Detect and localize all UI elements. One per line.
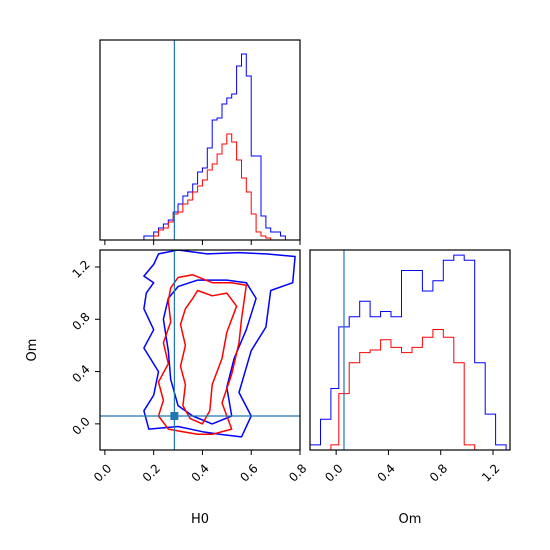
om-histogram-panel: 0.0 0.4 0.8 1.2 — [309, 249, 511, 485]
om-y-tick-label: 0.0 — [69, 414, 92, 437]
h0-x-tick-label: 0.2 — [140, 461, 163, 484]
h0-histogram-panel — [99, 39, 301, 245]
om-ylabel: Om — [25, 339, 40, 362]
h0-x-tick-label: 0.4 — [189, 461, 212, 484]
om-x-tick-label: 0.0 — [322, 461, 345, 484]
contour-group — [143, 250, 296, 438]
h0-xlabel: H0 — [191, 512, 209, 527]
om-y-tick-label: 0.4 — [69, 362, 92, 385]
om-x-tick-label: 0.8 — [427, 461, 450, 484]
om-hist-frame — [309, 249, 511, 451]
om-xlabel: Om — [399, 512, 422, 527]
contour-frame — [99, 249, 301, 451]
axis-labels: H0 Om Om — [25, 339, 421, 527]
h0-x-tick-label: 0.8 — [286, 461, 309, 484]
contour-blue-1 — [162, 279, 257, 425]
om-y-tick-label: 0.8 — [69, 310, 92, 333]
h0-om-contour-panel: 0.0 0.2 0.4 0.6 0.8 0.0 0.4 0.8 1.2 — [69, 249, 310, 485]
om-hist-blue-series — [309, 254, 507, 450]
h0-hist-red-series — [100, 133, 300, 241]
contour-red-2 — [157, 274, 248, 436]
contour-blue-0 — [143, 250, 296, 438]
h0-x-tick-label: 0.6 — [237, 461, 260, 484]
h0-hist-frame — [99, 39, 301, 241]
h0-hist-blue-series — [100, 53, 300, 241]
h0-x-tick-label: 0.0 — [91, 461, 114, 484]
om-hist-red-series — [310, 329, 507, 451]
om-x-tick-label: 0.4 — [375, 461, 398, 484]
truth-marker — [170, 412, 179, 421]
contour-red-3 — [179, 289, 238, 425]
om-y-tick-label: 1.2 — [69, 257, 92, 280]
om-x-tick-label: 1.2 — [479, 461, 502, 484]
